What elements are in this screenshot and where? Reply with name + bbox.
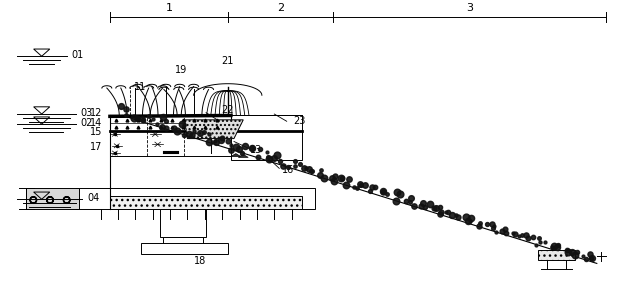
Polygon shape <box>538 250 575 260</box>
Text: 16: 16 <box>282 165 295 175</box>
Text: 04: 04 <box>87 193 99 203</box>
Text: 12: 12 <box>90 108 102 118</box>
Text: 03: 03 <box>81 107 93 118</box>
Text: 22: 22 <box>222 105 234 115</box>
Text: 14: 14 <box>90 118 102 128</box>
Text: 13: 13 <box>249 145 262 155</box>
Bar <box>26 188 79 209</box>
Text: 2: 2 <box>277 3 284 13</box>
Text: 11: 11 <box>133 82 146 91</box>
Bar <box>110 115 231 131</box>
Bar <box>163 237 203 248</box>
Text: 19: 19 <box>175 65 188 75</box>
Text: 3: 3 <box>466 3 473 13</box>
Text: 23: 23 <box>293 116 305 126</box>
Bar <box>76 188 315 209</box>
Bar <box>159 209 206 237</box>
Bar <box>110 131 231 156</box>
Bar <box>231 115 302 160</box>
Bar <box>110 196 302 209</box>
Polygon shape <box>239 155 248 157</box>
Polygon shape <box>231 154 241 157</box>
Polygon shape <box>184 120 243 139</box>
Text: 15: 15 <box>90 127 102 137</box>
Bar <box>141 243 228 254</box>
Text: 21: 21 <box>222 56 234 66</box>
Text: 02: 02 <box>81 118 93 128</box>
Text: 1: 1 <box>165 3 173 13</box>
Text: 17: 17 <box>90 142 102 152</box>
Text: 01: 01 <box>72 50 83 60</box>
Text: 18: 18 <box>194 255 206 266</box>
